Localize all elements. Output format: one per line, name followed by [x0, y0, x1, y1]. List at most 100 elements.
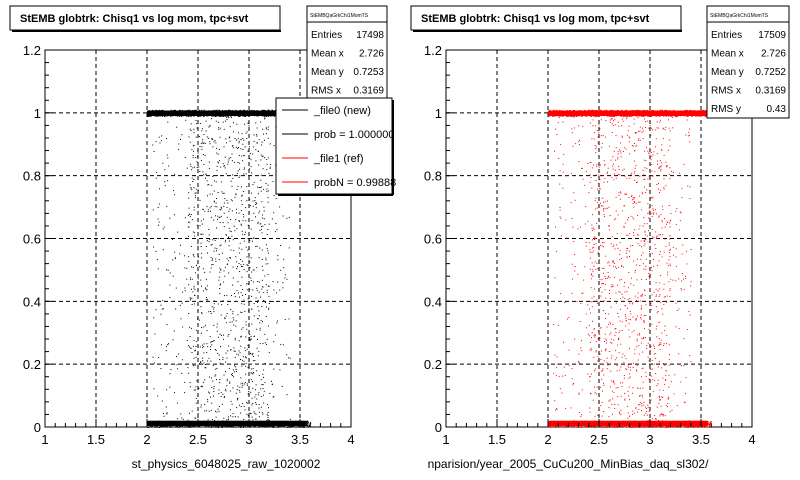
scatter-point	[221, 110, 223, 112]
scatter-point	[240, 285, 242, 286]
scatter-point	[224, 266, 226, 268]
scatter-point	[161, 400, 163, 402]
scatter-point	[556, 408, 558, 410]
scatter-point	[160, 313, 162, 315]
scatter-point	[572, 110, 574, 112]
scatter-point	[193, 340, 195, 342]
scatter-point	[155, 250, 157, 252]
scatter-point	[213, 391, 215, 392]
scatter-point	[193, 132, 195, 134]
scatter-point	[644, 234, 646, 236]
scatter-point	[245, 321, 247, 323]
scatter-point	[610, 332, 612, 334]
scatter-point	[663, 251, 665, 253]
scatter-point	[193, 144, 195, 146]
scatter-point	[198, 387, 200, 389]
scatter-point	[216, 426, 218, 428]
scatter-point	[219, 216, 221, 218]
scatter-point	[248, 391, 250, 393]
scatter-point	[184, 217, 186, 219]
scatter-point	[223, 192, 225, 194]
scatter-point	[209, 143, 211, 145]
scatter-point	[200, 362, 202, 363]
scatter-point	[230, 400, 232, 402]
scatter-point	[598, 183, 599, 184]
scatter-point	[265, 426, 267, 428]
scatter-point	[240, 115, 241, 117]
scatter-point	[209, 141, 211, 143]
scatter-point	[565, 407, 567, 409]
scatter-point	[251, 372, 253, 374]
scatter-point	[193, 425, 195, 427]
scatter-point	[189, 163, 191, 165]
scatter-point	[228, 159, 230, 161]
scatter-point	[245, 324, 247, 326]
scatter-point	[620, 142, 622, 144]
scatter-point	[246, 256, 248, 258]
scatter-point	[148, 115, 149, 117]
scatter-point	[307, 425, 309, 427]
scatter-point	[644, 327, 645, 329]
scatter-point	[257, 394, 259, 396]
scatter-point	[159, 142, 161, 144]
scatter-point	[307, 426, 309, 428]
scatter-point	[201, 146, 203, 148]
scatter-point	[623, 375, 625, 376]
scatter-point	[158, 221, 160, 223]
scatter-point	[594, 145, 596, 146]
scatter-point	[260, 426, 261, 428]
scatter-point	[287, 427, 288, 428]
scatter-point	[207, 211, 209, 212]
scatter-point	[218, 110, 220, 112]
scatter-point	[618, 194, 620, 196]
scatter-point	[265, 127, 267, 129]
scatter-point	[205, 278, 207, 280]
scatter-point	[207, 346, 209, 348]
scatter-point	[643, 179, 645, 180]
scatter-point	[215, 426, 216, 428]
scatter-point	[193, 206, 195, 208]
scatter-point	[233, 347, 235, 349]
scatter-point	[635, 319, 637, 321]
scatter-point	[203, 346, 205, 347]
scatter-point	[217, 153, 219, 155]
scatter-point	[669, 354, 670, 356]
scatter-point	[231, 425, 233, 427]
scatter-point	[257, 301, 258, 303]
scatter-point	[261, 186, 262, 188]
scatter-point	[218, 279, 220, 281]
scatter-point	[279, 206, 281, 208]
scatter-point	[227, 202, 229, 204]
scatter-point	[709, 426, 711, 428]
scatter-point	[184, 426, 186, 428]
scatter-point	[669, 130, 671, 132]
scatter-point	[299, 426, 301, 428]
scatter-point	[231, 403, 233, 405]
scatter-point	[642, 300, 644, 302]
scatter-point	[147, 115, 149, 117]
scatter-point	[632, 216, 634, 218]
scatter-point	[251, 271, 253, 273]
scatter-point	[160, 425, 162, 427]
scatter-point	[256, 267, 258, 269]
scatter-point	[260, 296, 261, 298]
scatter-point	[206, 180, 208, 182]
scatter-point	[251, 308, 253, 310]
scatter-point	[231, 153, 233, 155]
scatter-point	[610, 286, 612, 288]
scatter-point	[589, 392, 591, 394]
scatter-point	[252, 373, 254, 375]
scatter-point	[601, 279, 603, 281]
scatter-point	[628, 272, 630, 274]
scatter-point	[248, 211, 250, 213]
scatter-point	[241, 303, 243, 305]
scatter-point	[224, 425, 226, 427]
scatter-point	[155, 309, 157, 311]
scatter-point	[163, 412, 164, 414]
scatter-point	[216, 198, 217, 199]
scatter-point	[196, 127, 198, 129]
scatter-point	[599, 115, 600, 117]
scatter-point	[271, 425, 273, 427]
scatter-point	[226, 115, 228, 117]
scatter-point	[591, 167, 593, 169]
